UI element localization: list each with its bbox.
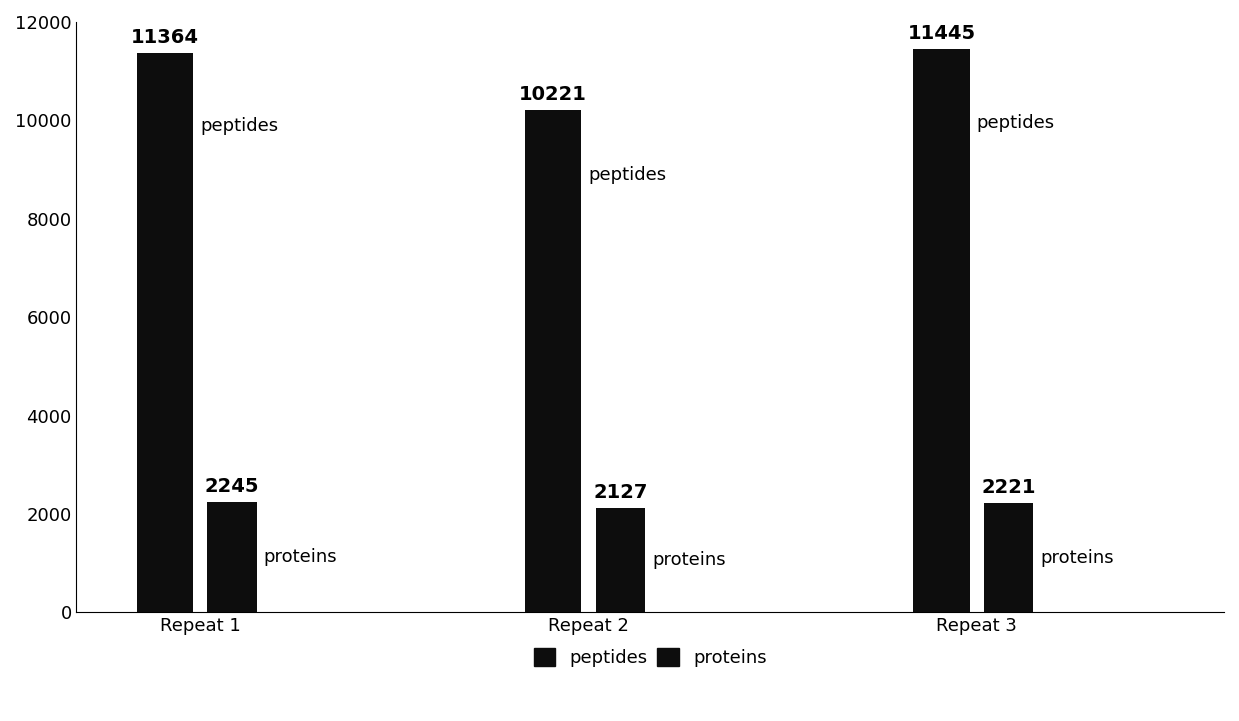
- Legend: peptides, proteins: peptides, proteins: [527, 640, 774, 674]
- Bar: [525, 110, 581, 612]
- Text: peptides: peptides: [589, 166, 667, 184]
- Text: proteins: proteins: [264, 548, 337, 566]
- Bar: [596, 508, 646, 612]
- Text: 11445: 11445: [907, 25, 975, 43]
- Text: proteins: proteins: [652, 551, 726, 569]
- Text: proteins: proteins: [1041, 549, 1114, 567]
- Bar: [136, 53, 193, 612]
- Bar: [207, 502, 256, 612]
- Bar: [913, 49, 970, 612]
- Bar: [984, 503, 1033, 612]
- Text: 2127: 2127: [593, 483, 648, 502]
- Text: peptides: peptides: [976, 113, 1054, 131]
- Text: 2245: 2245: [204, 477, 259, 496]
- Text: 2221: 2221: [981, 478, 1036, 497]
- Text: 11364: 11364: [131, 28, 198, 48]
- Text: peptides: peptides: [199, 117, 279, 135]
- Text: 10221: 10221: [519, 84, 587, 104]
